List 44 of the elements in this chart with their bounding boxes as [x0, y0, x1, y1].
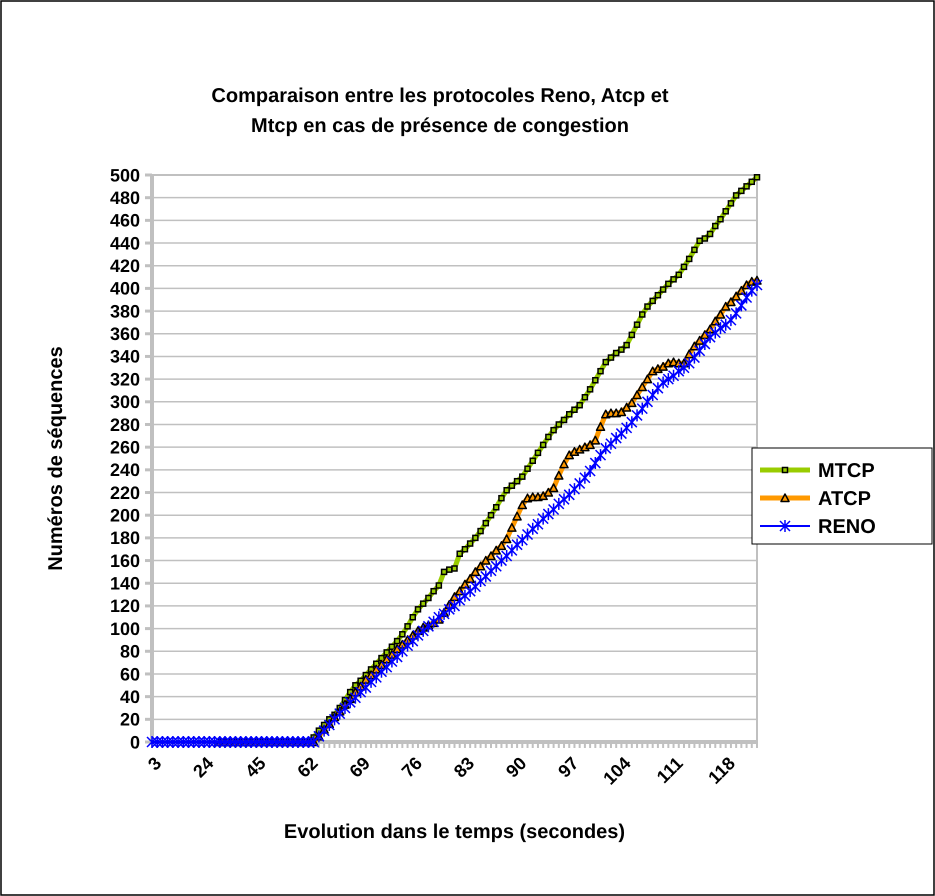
- y-tick-label: 400: [110, 278, 140, 299]
- legend-label: ATCP: [818, 488, 871, 510]
- y-tick-label: 440: [110, 233, 140, 254]
- y-tick-label: 0: [130, 732, 140, 752]
- y-tick-label: 360: [110, 324, 140, 344]
- y-tick-label: 220: [110, 482, 140, 503]
- y-tick-label: 280: [110, 414, 140, 435]
- y-tick-label: 60: [120, 664, 140, 684]
- legend-label: MTCP: [818, 460, 875, 482]
- chart-title: Comparaison entre les protocoles Reno, Atcp et Mtcp en cas de présence de congestion: [211, 85, 669, 137]
- y-tick-label: 260: [110, 437, 140, 458]
- x-axis-title: Evolution dans le temps (secondes): [284, 821, 626, 843]
- x-tick-label: 90: [502, 753, 530, 782]
- x-tick-label: 76: [398, 753, 426, 782]
- x-tick-label: 111: [652, 753, 687, 788]
- y-tick-label: 40: [120, 686, 140, 707]
- x-tick-label: 104: [599, 753, 635, 789]
- y-tick-label: 80: [120, 642, 140, 662]
- y-tick-label: 100: [110, 618, 140, 639]
- x-tick-label: 118: [704, 753, 739, 788]
- x-tick-label: 69: [346, 753, 374, 782]
- y-tick-label: 240: [110, 460, 140, 480]
- y-tick-label: 180: [110, 528, 140, 548]
- y-tick-label: 500: [110, 165, 140, 186]
- y-axis-title: Numéros de séquences: [45, 346, 67, 571]
- x-tick-label: 83: [450, 753, 478, 782]
- y-tick-label: 340: [110, 346, 140, 367]
- y-tick-label: 20: [120, 710, 140, 730]
- y-tick-label: 160: [110, 550, 140, 571]
- y-tick-label: 200: [110, 506, 140, 526]
- legend-label: RENO: [818, 516, 876, 538]
- y-tick-label: 300: [110, 392, 140, 412]
- y-tick-label: 420: [110, 256, 140, 276]
- x-tick-label: 97: [554, 753, 583, 782]
- y-tick-label: 380: [110, 301, 140, 322]
- y-tick-label: 480: [110, 188, 140, 208]
- y-tick-label: 460: [110, 210, 140, 231]
- x-tick-label: 62: [293, 753, 322, 782]
- x-tick-label: 3: [144, 753, 166, 774]
- y-tick-label: 140: [110, 574, 140, 594]
- x-tick-label: 45: [241, 753, 270, 782]
- x-tick-label: 24: [189, 753, 218, 782]
- y-tick-label: 320: [110, 369, 140, 390]
- y-tick-label: 120: [110, 596, 140, 616]
